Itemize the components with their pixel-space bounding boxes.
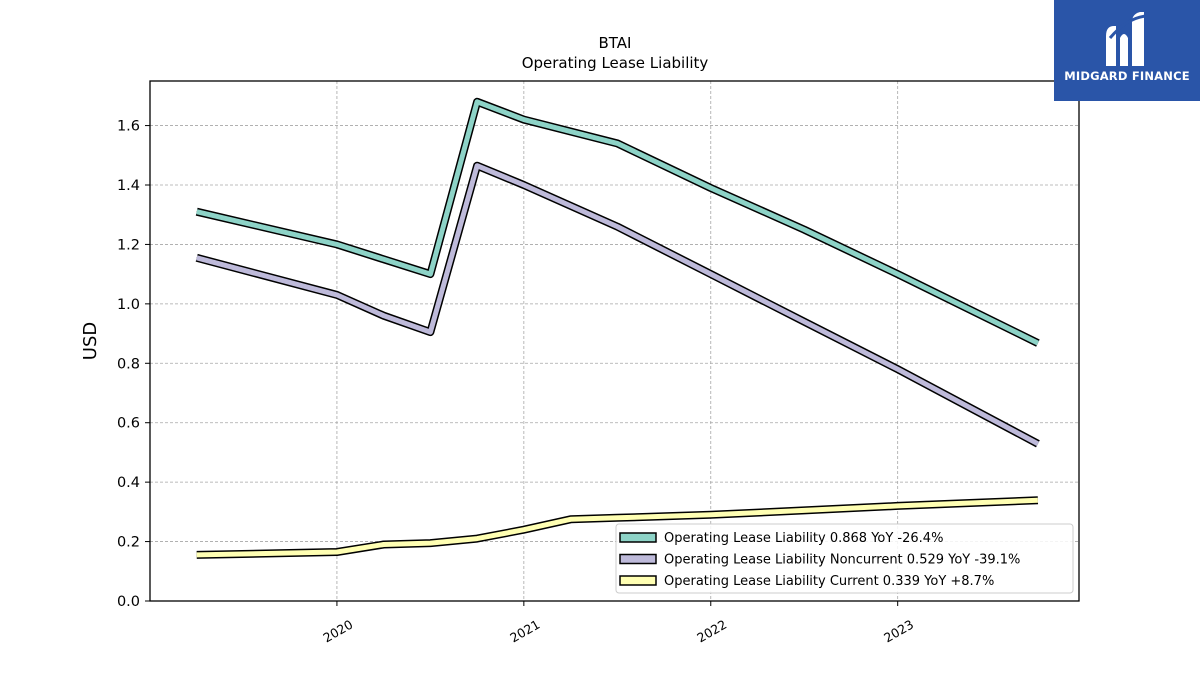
legend-swatch	[619, 575, 657, 586]
y-tick-label: 1.6	[117, 119, 140, 135]
series-line	[196, 99, 1040, 346]
legend-label: Operating Lease Liability Current 0.339 …	[664, 574, 994, 589]
y-axis-label: USD	[80, 322, 101, 360]
series-line	[196, 497, 1038, 558]
y-tick-label: 0.4	[117, 475, 140, 491]
legend-label: Operating Lease Liability Noncurrent 0.5…	[664, 553, 1020, 568]
x-tick-label: 2023	[881, 617, 916, 646]
plot-frame	[149, 80, 1080, 602]
y-tick-label: 0.0	[117, 594, 140, 610]
series-line	[196, 163, 1040, 447]
y-tick-label: 0.2	[117, 535, 140, 551]
y-tick-label: 1.0	[117, 297, 140, 313]
series-line-outline	[195, 161, 1040, 448]
series-lines	[195, 97, 1040, 559]
grid-lines	[150, 81, 1079, 601]
x-tick-label: 2020	[320, 617, 355, 646]
y-tick-label: 1.4	[117, 178, 140, 194]
legend-swatch	[619, 532, 657, 543]
x-tick-label: 2022	[694, 617, 729, 646]
brand-name: MIDGARD FINANCE	[1064, 69, 1190, 83]
legend-box	[615, 523, 1074, 594]
y-axis: 0.0 0.2 0.4 0.6 0.8 1.0 1.2 1.4 1.6	[117, 119, 150, 610]
x-axis: 2020 2021 2022 2023	[320, 601, 916, 646]
legend: Operating Lease Liability 0.868 YoY -26.…	[615, 523, 1074, 594]
y-tick-label: 0.8	[117, 356, 140, 372]
midgard-m-logo-icon	[1106, 12, 1147, 66]
chart-subtitle: Operating Lease Liability	[522, 54, 709, 72]
legend-swatch	[619, 553, 657, 565]
x-tick-label: 2021	[507, 617, 542, 646]
legend-label: Operating Lease Liability 0.868 YoY -26.…	[664, 531, 943, 546]
y-tick-label: 1.2	[117, 237, 140, 253]
brand-logo: MIDGARD FINANCE	[1054, 0, 1200, 101]
y-tick-label: 0.6	[117, 416, 140, 432]
chart-title: BTAI	[599, 34, 632, 52]
